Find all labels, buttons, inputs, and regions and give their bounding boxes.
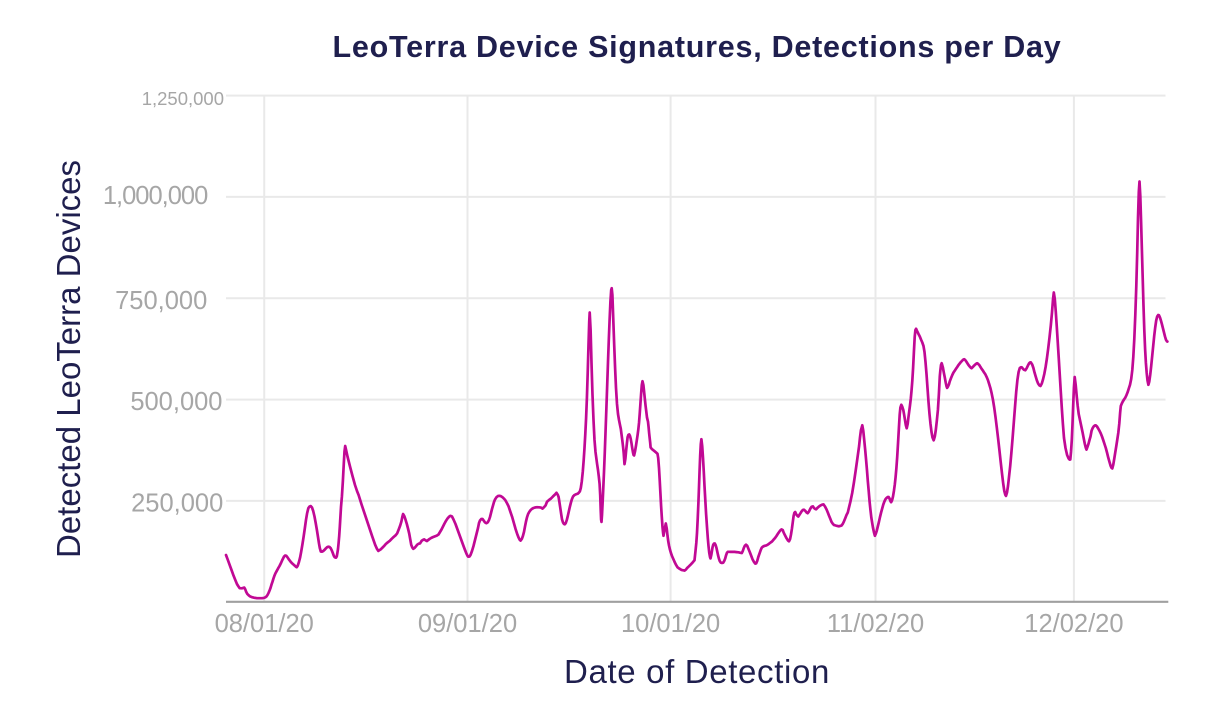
svg-text:09/01/20: 09/01/20: [418, 610, 517, 638]
svg-text:750,000: 750,000: [115, 287, 207, 315]
svg-text:08/01/20: 08/01/20: [215, 610, 314, 638]
svg-text:1,000,000: 1,000,000: [103, 182, 208, 210]
svg-text:250,000: 250,000: [131, 489, 223, 517]
svg-text:Date of Detection: Date of Detection: [564, 653, 830, 690]
svg-text:LeoTerra Device Signatures, De: LeoTerra Device Signatures, Detections p…: [333, 30, 1062, 64]
svg-text:12/02/20: 12/02/20: [1024, 610, 1123, 638]
svg-text:500,000: 500,000: [130, 388, 222, 416]
svg-text:10/01/20: 10/01/20: [621, 610, 720, 638]
svg-text:1,250,000: 1,250,000: [142, 88, 224, 109]
svg-text:11/02/20: 11/02/20: [827, 610, 924, 638]
svg-text:Detected LeoTerra Devices: Detected LeoTerra Devices: [50, 160, 87, 558]
